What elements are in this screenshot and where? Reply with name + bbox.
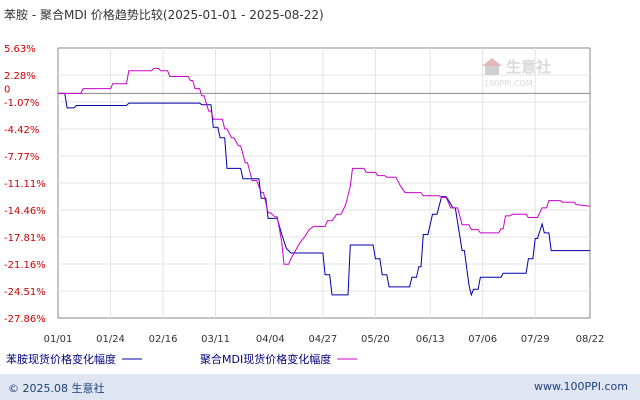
x-tick-label: 01/01 [44, 334, 73, 345]
footer-bar: © 2025.08 生意社 www.100PPI.com [0, 374, 640, 400]
footer-site-link[interactable]: www.100PPI.com [534, 380, 628, 393]
zero-label: 0 [4, 84, 10, 95]
y-tick-label: -7.77% [4, 152, 39, 163]
y-tick-label: -14.46% [4, 206, 46, 217]
x-tick-label: 03/11 [201, 334, 230, 345]
footer-copyright: © 2025.08 生意社 [8, 382, 105, 395]
legend: 苯胺现货价格变化幅度 聚合MDI现货价格变化幅度 [6, 352, 358, 366]
x-tick-label: 01/24 [96, 334, 125, 345]
y-tick-label: 2.28% [4, 71, 36, 82]
legend-label-2: 聚合MDI现货价格变化幅度 [200, 352, 331, 366]
y-tick-label: -24.51% [4, 287, 46, 298]
watermark-url: 100PPI.COM [484, 79, 533, 88]
series-line-2 [58, 67, 591, 265]
y-tick-label: -27.86% [4, 314, 46, 325]
y-tick-label: -1.07% [4, 98, 39, 109]
y-tick-label: -17.81% [4, 233, 46, 244]
x-axis-ticks: 01/01 01/24 02/16 03/11 04/04 04/27 05/20 06/13… [44, 334, 605, 345]
legend-label-1: 苯胺现货价格变化幅度 [6, 352, 116, 366]
x-tick-label: 06/13 [416, 334, 445, 345]
watermark: 生意社 100PPI.COM [482, 58, 551, 88]
x-tick-label: 05/20 [361, 334, 390, 345]
x-tick-label: 04/27 [308, 334, 337, 345]
x-tick-label: 04/04 [256, 334, 285, 345]
series-lines [58, 67, 591, 297]
price-trend-chart: 苯胺 - 聚合MDI 价格趋势比较(2025-01-01 - 2025-08-2… [4, 7, 605, 366]
x-tick-label: 07/06 [468, 334, 497, 345]
chart-title: 苯胺 - 聚合MDI 价格趋势比较(2025-01-01 - 2025-08-2… [4, 7, 324, 22]
y-tick-label: -11.11% [4, 179, 46, 190]
y-tick-label: 5.63% [4, 44, 36, 55]
watermark-text: 生意社 [506, 58, 551, 76]
x-tick-label: 08/22 [576, 334, 605, 345]
y-tick-label: -4.42% [4, 125, 39, 136]
series-line-1 [58, 92, 590, 297]
zero-line: 0 [4, 84, 590, 95]
y-axis-ticks: 5.63% 2.28% -1.07% -4.42% -7.77% -11.11% -14.4… [4, 44, 46, 325]
watermark-logo-icon [482, 58, 502, 75]
y-tick-label: -21.16% [4, 260, 46, 271]
x-tick-label: 07/29 [521, 334, 550, 345]
x-tick-label: 02/16 [149, 334, 178, 345]
